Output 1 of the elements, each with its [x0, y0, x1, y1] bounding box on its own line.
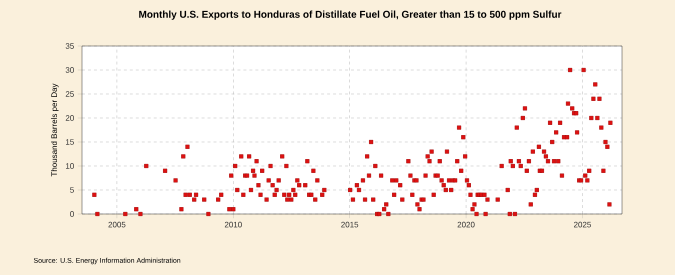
- chart-title: Monthly U.S. Exports to Honduras of Distillate Fuel Oil, Greater than 15 to 500 ppm Sulfur: [139, 10, 562, 20]
